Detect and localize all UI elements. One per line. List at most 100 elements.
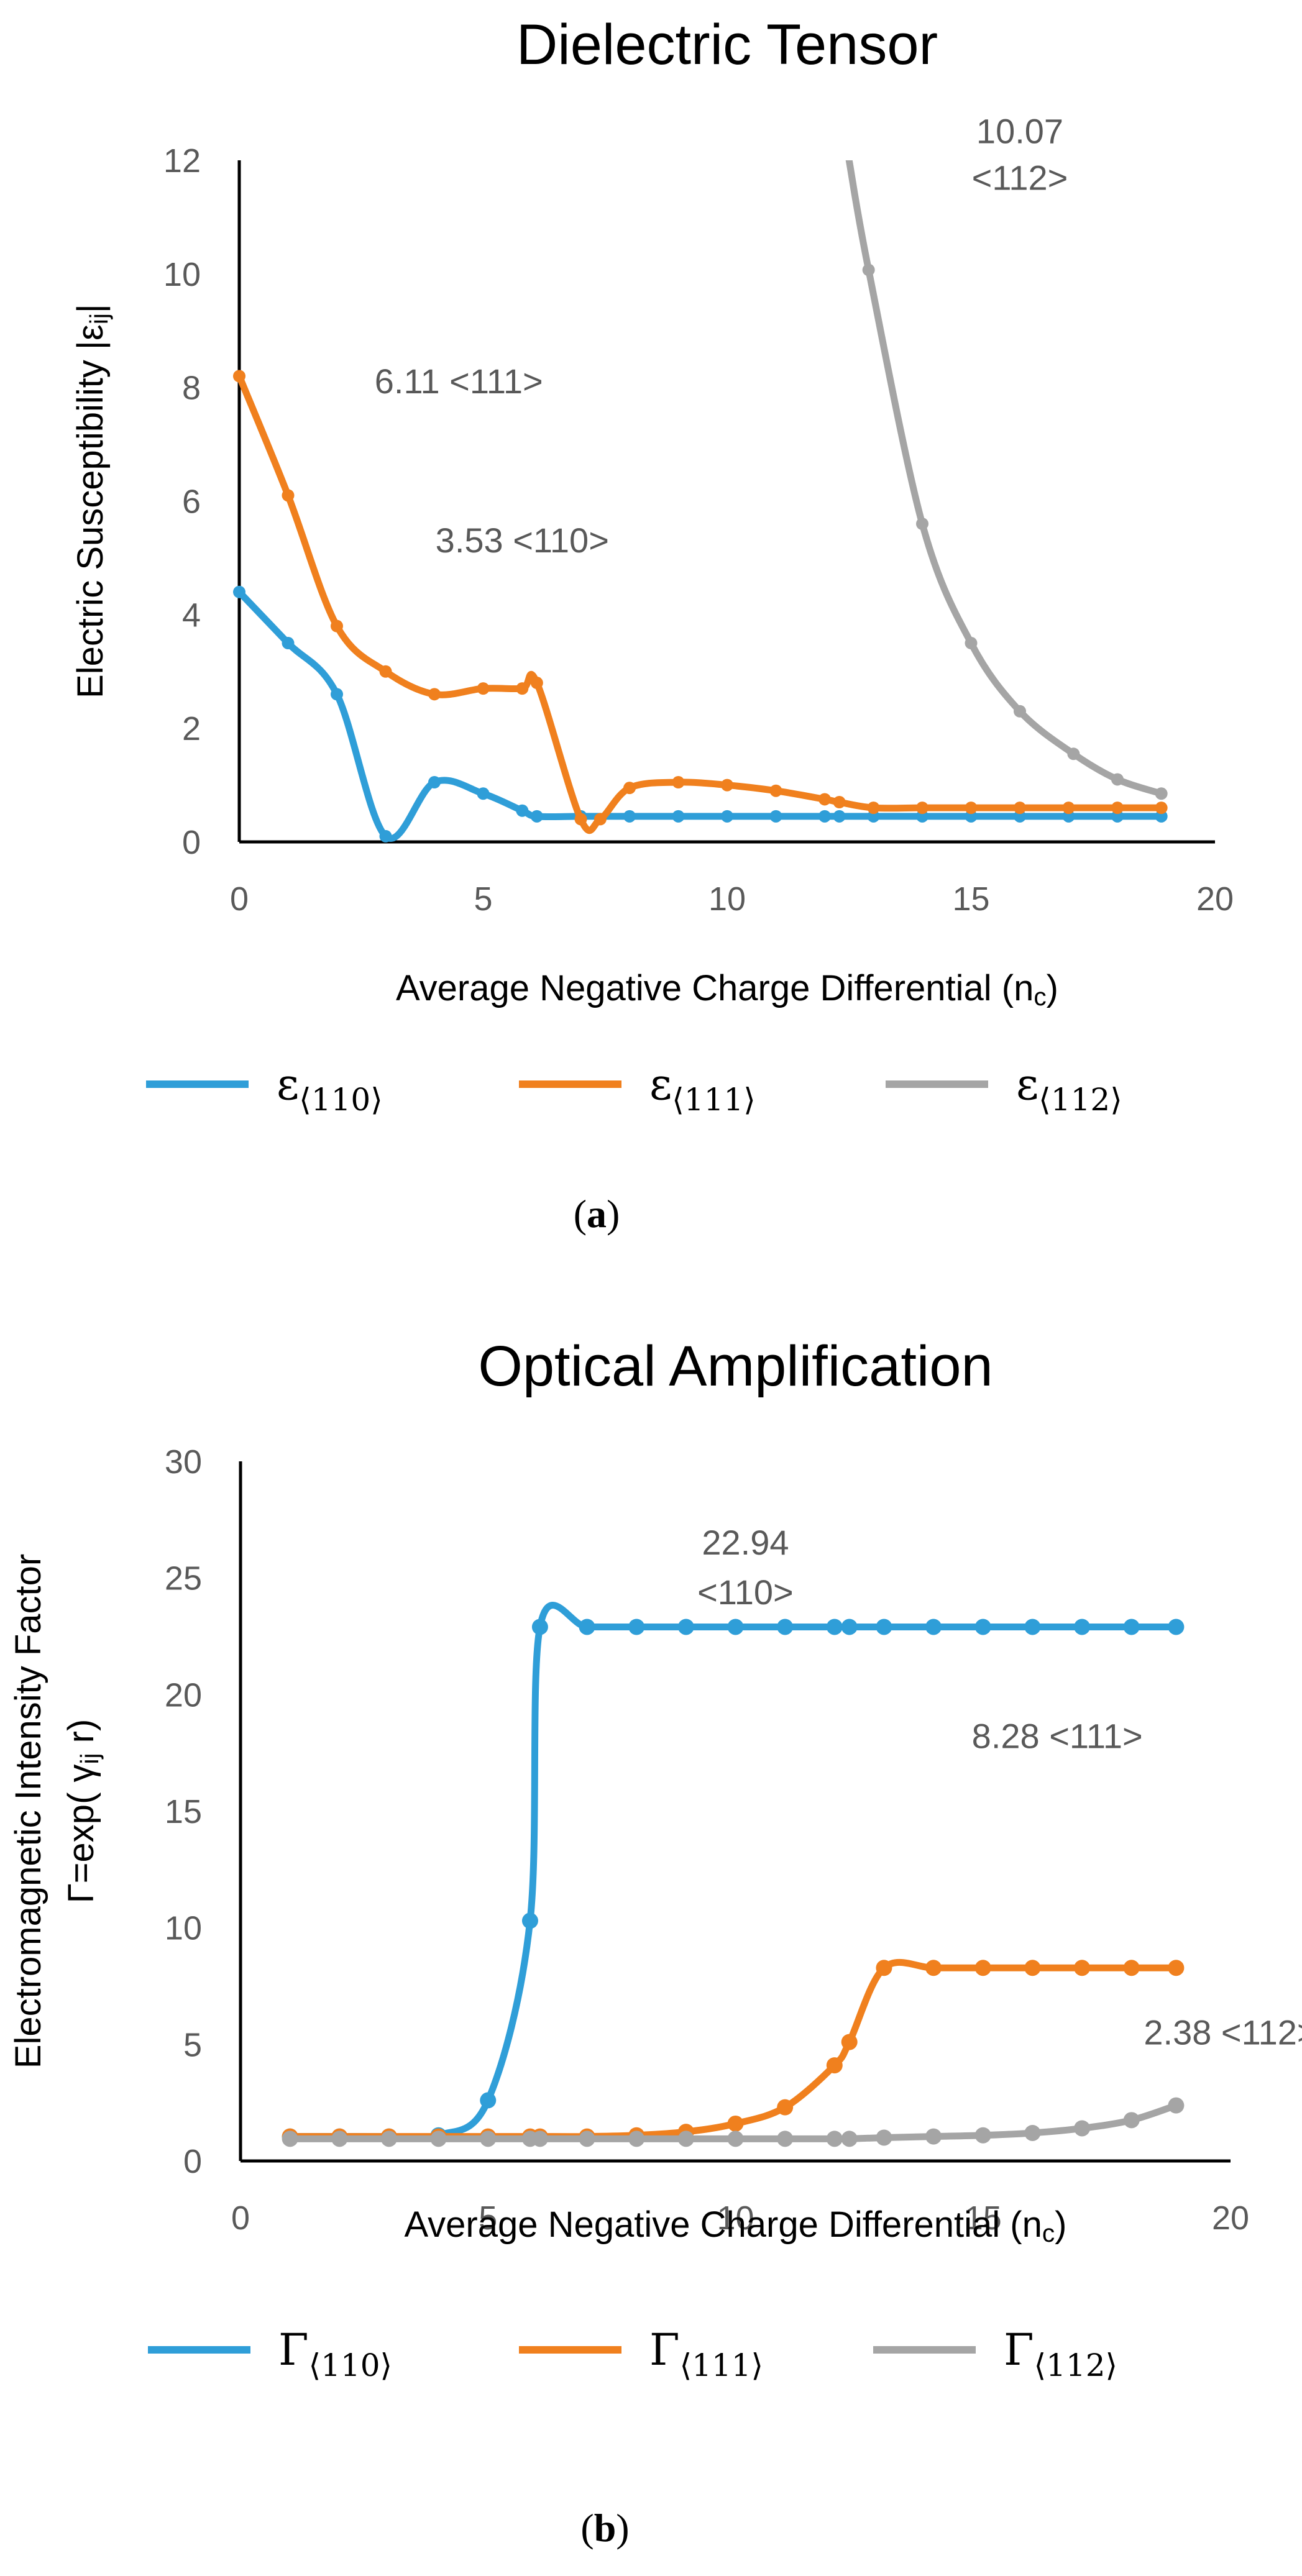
chart-title: Optical Amplification: [478, 1335, 993, 1398]
y-tick-label: 4: [182, 596, 201, 634]
data-point: [672, 810, 685, 823]
data-point: [428, 688, 441, 701]
y-tick-label: 25: [165, 1560, 202, 1597]
data-point: [777, 2131, 794, 2147]
x-tick-label: 15: [965, 2199, 1002, 2237]
x-axis-label: Average Negative Charge Differential (nc…: [396, 968, 1058, 1011]
data-point: [833, 810, 846, 823]
legend-label: ε⟨111⟩: [649, 1059, 756, 1118]
annotation-label: 2.38 <112>: [1144, 2012, 1302, 2052]
data-point: [1014, 802, 1026, 815]
data-point: [477, 682, 490, 695]
data-point: [925, 1619, 942, 1635]
y-tick-label: 6: [182, 483, 201, 521]
data-point: [623, 782, 636, 795]
data-point: [1074, 1619, 1091, 1635]
data-point: [677, 2131, 694, 2147]
annotation-label: 3.53 <110>: [436, 521, 609, 560]
series-line-111: [236, 372, 1165, 834]
data-point: [974, 1960, 991, 1976]
data-point: [428, 776, 441, 789]
data-point: [480, 2092, 497, 2109]
data-point: [916, 518, 928, 531]
data-point: [777, 1619, 794, 1635]
x-tick-label: 5: [474, 880, 492, 918]
data-point: [233, 370, 245, 383]
data-point: [331, 688, 343, 701]
x-tick-label: 10: [708, 880, 746, 918]
data-point: [826, 2131, 843, 2147]
annotation-label: 10.07 <112>: [972, 112, 1068, 198]
x-tick-label: 15: [952, 880, 989, 918]
data-point: [579, 1619, 595, 1635]
data-point: [1155, 802, 1168, 815]
annotation-label: 8.28 <111>: [972, 1717, 1143, 1756]
data-point: [1123, 2112, 1140, 2129]
data-point: [818, 810, 831, 823]
data-point: [1074, 2120, 1091, 2137]
x-tick-label: 10: [717, 2199, 754, 2237]
data-point: [916, 810, 928, 823]
x-tick-label: 0: [230, 880, 249, 918]
series-group: [233, 160, 1168, 843]
data-point: [1168, 1960, 1185, 1976]
y-tick-label: 8: [182, 370, 201, 407]
data-point: [876, 1619, 892, 1635]
data-point: [841, 2131, 858, 2147]
chart-title: Dielectric Tensor: [516, 13, 938, 76]
data-point: [530, 810, 543, 823]
data-point: [777, 2099, 794, 2116]
data-point: [1155, 810, 1168, 823]
data-point: [1111, 773, 1124, 786]
data-point: [282, 637, 295, 650]
data-point: [594, 813, 607, 826]
data-point: [531, 1619, 548, 1635]
data-point: [1074, 1960, 1091, 1976]
data-point: [521, 1912, 538, 1929]
y-axis-label-line2: Γ=exp( γij r): [61, 1719, 104, 1904]
legend-label: ε⟨110⟩: [277, 1059, 383, 1118]
data-point: [965, 810, 978, 823]
data-point: [677, 1619, 694, 1635]
data-point: [1014, 810, 1026, 823]
data-point: [1062, 802, 1075, 815]
y-tick-label: 5: [183, 2026, 202, 2063]
data-point: [916, 802, 928, 815]
data-point: [841, 1619, 858, 1635]
data-point: [1111, 810, 1124, 823]
data-point: [721, 779, 733, 792]
data-point: [430, 2131, 447, 2147]
data-point: [818, 793, 831, 806]
y-tick-label: 20: [165, 1676, 202, 1714]
data-point: [331, 619, 343, 633]
data-point: [282, 489, 295, 502]
annotation-label: 22.94 <110>: [697, 1523, 794, 1612]
data-point: [282, 2131, 298, 2147]
data-point: [1168, 1619, 1185, 1635]
data-point: [516, 804, 529, 817]
x-tick-label: 0: [231, 2199, 250, 2237]
y-tick-label: 0: [183, 2143, 202, 2180]
data-point: [477, 787, 490, 800]
data-point: [628, 2131, 645, 2147]
data-point: [862, 263, 875, 276]
data-point: [925, 1960, 942, 1976]
data-point: [965, 637, 978, 650]
series-group: [282, 1602, 1185, 2147]
data-point: [833, 796, 846, 809]
data-point: [1168, 2097, 1185, 2114]
data-point: [727, 2115, 744, 2132]
y-tick-label: 30: [165, 1443, 202, 1481]
x-tick-label: 5: [479, 2199, 497, 2237]
data-point: [876, 1960, 892, 1976]
y-axis-label-line1: Electromagnetic Intensity Factor: [8, 1554, 48, 2068]
data-point: [826, 1619, 843, 1635]
chart-dielectric-tensor: Dielectric Tensor 0 2 4 6 8 10 12 0 5 10 15 20 Averag…: [70, 13, 1234, 1236]
data-point: [1067, 747, 1080, 760]
data-point: [1062, 810, 1075, 823]
chart-optical-amplification: Optical Amplification 0 5 10 15 20 25 30 0 5 10 15 2…: [8, 1335, 1302, 2550]
data-point: [876, 2129, 892, 2146]
x-tick-label: 20: [1196, 880, 1234, 918]
legend-label: Γ⟨111⟩: [649, 2324, 763, 2383]
